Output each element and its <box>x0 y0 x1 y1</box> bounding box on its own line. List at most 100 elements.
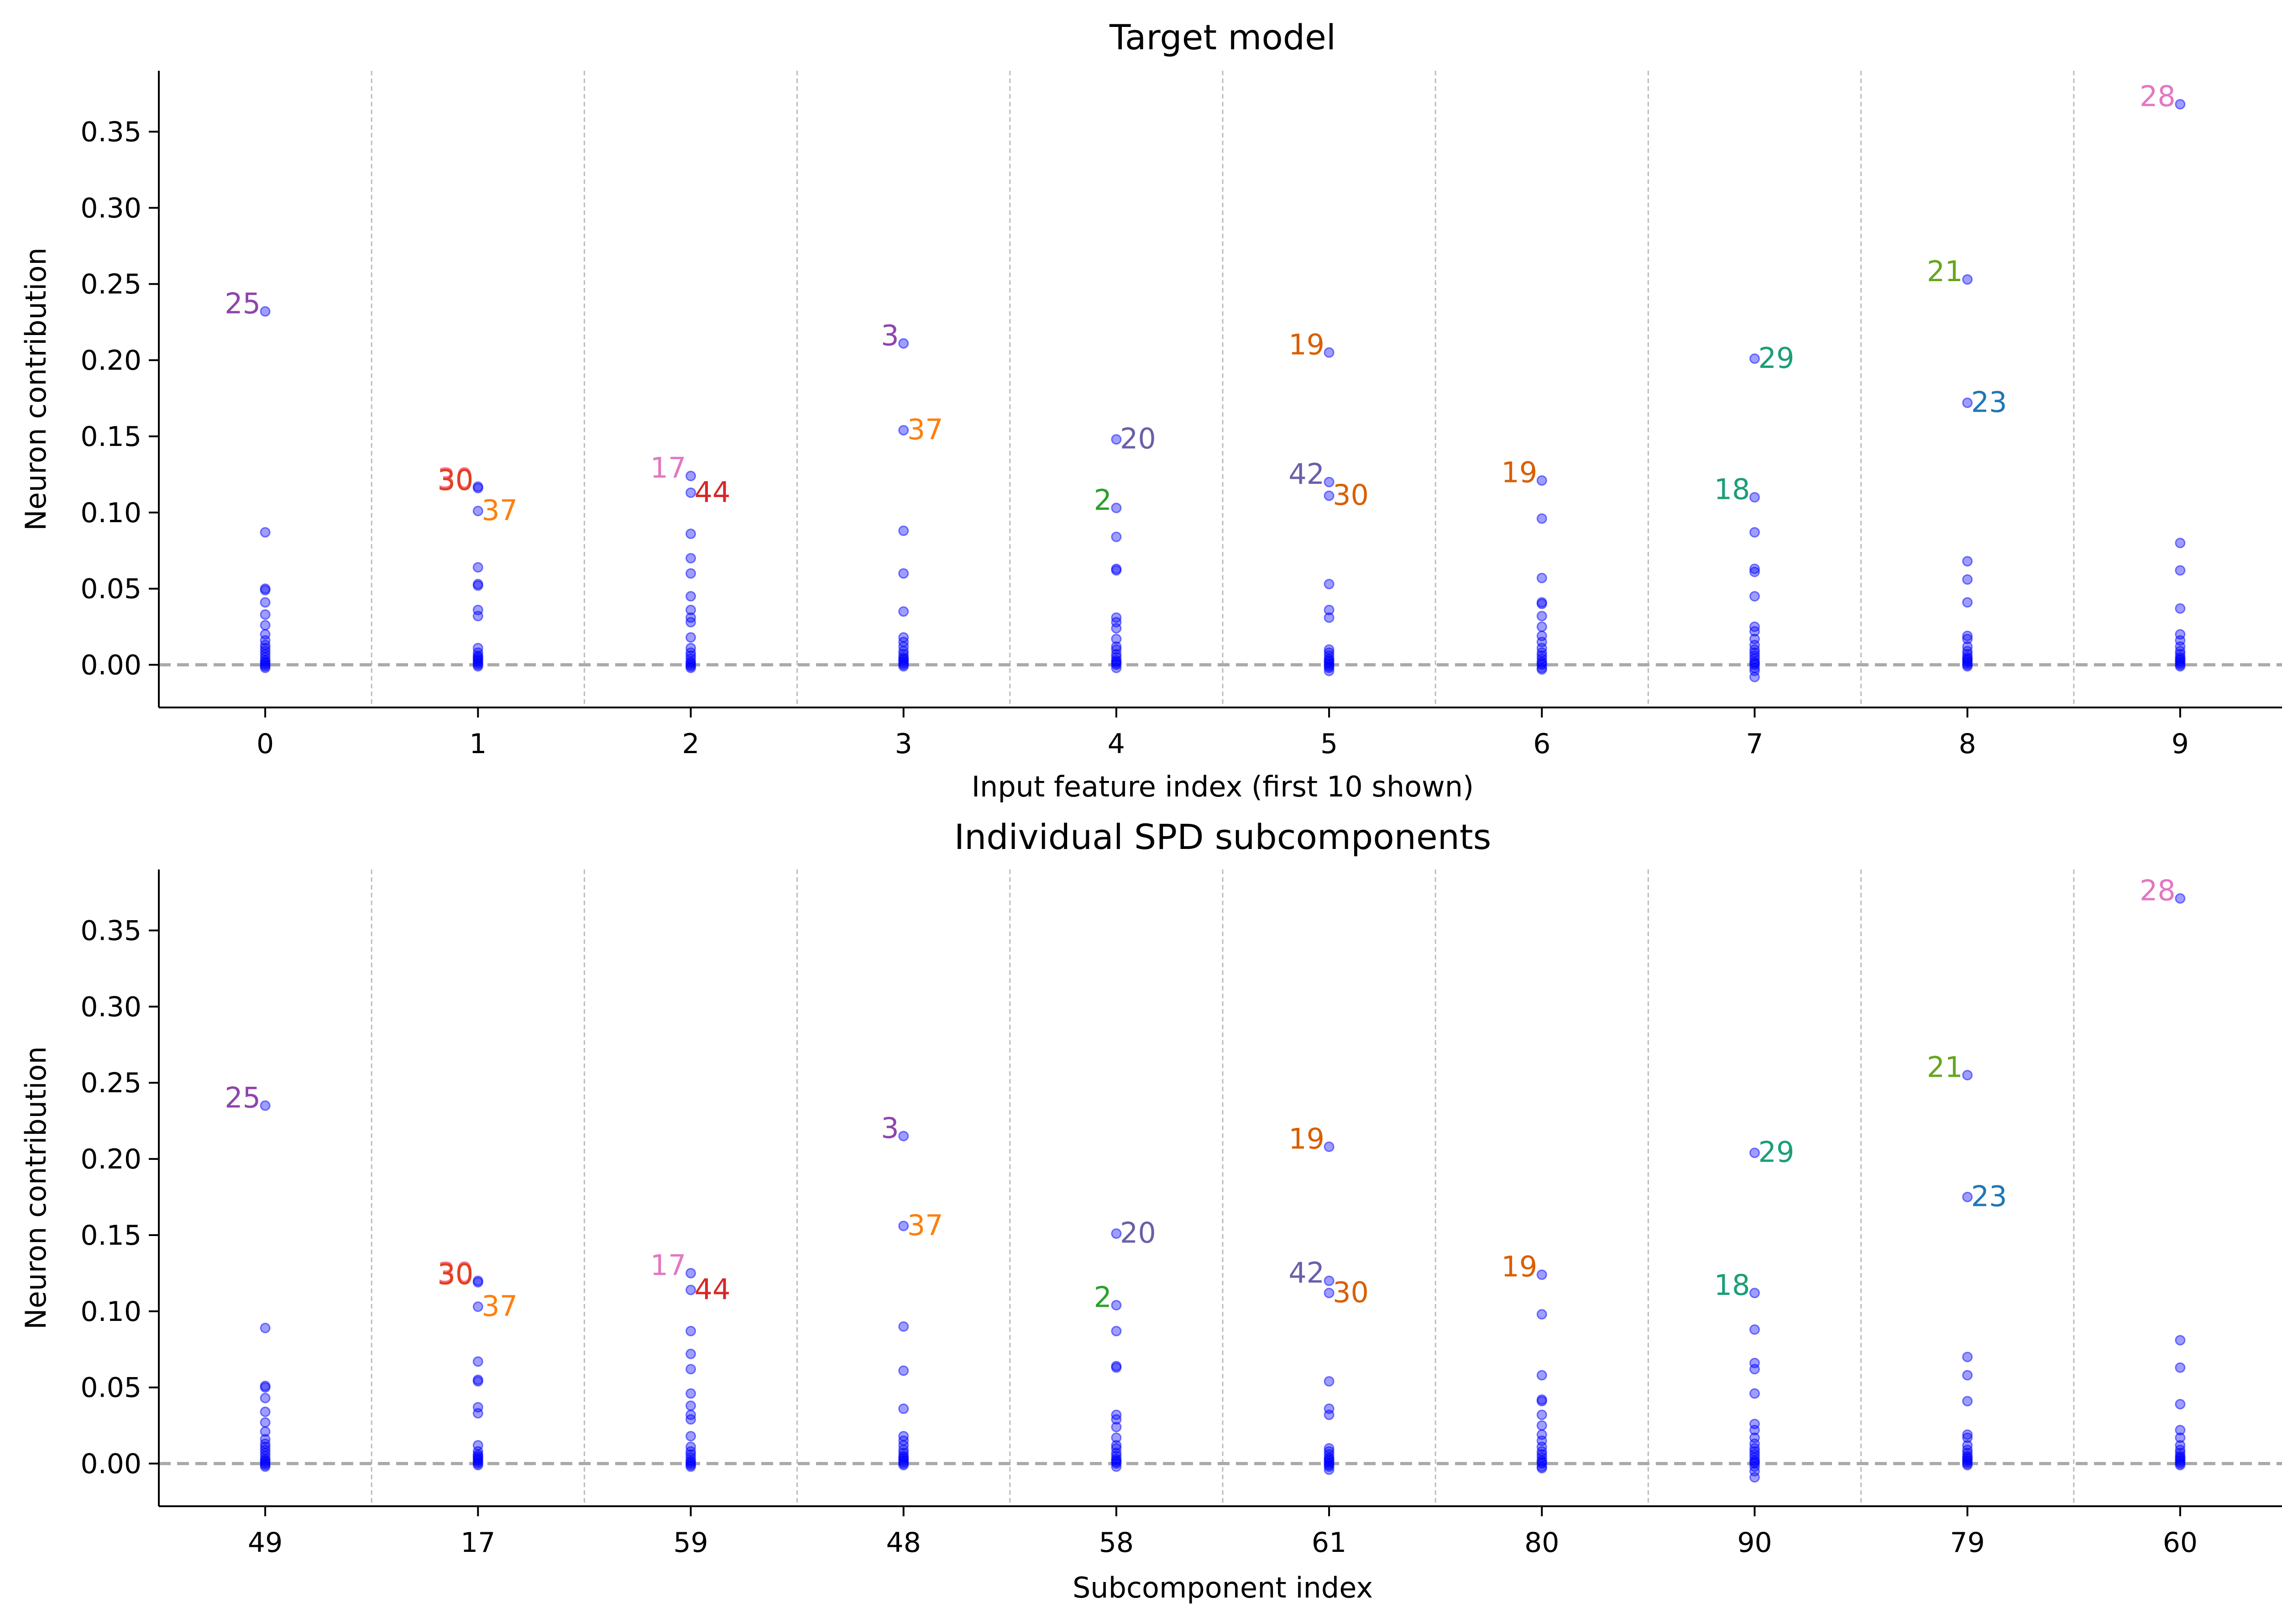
data-point <box>472 611 483 622</box>
x-axis-label: Subcomponent index <box>1073 1571 1373 1604</box>
target-model-panel: Target model 0.00 0.05 0.10 0.15 0.20 0.25 0.30… <box>19 17 2282 803</box>
chart-title: Target model <box>1109 17 1336 58</box>
data-point <box>1111 434 1122 445</box>
data-point <box>1536 1396 1547 1407</box>
data-point <box>1324 612 1335 623</box>
data-point <box>1962 1460 1973 1471</box>
data-point <box>1324 1288 1335 1299</box>
data-point <box>1749 1388 1760 1399</box>
data-point <box>2175 1399 2186 1409</box>
point-annotation: 37 <box>482 1289 518 1323</box>
point-annotation: 30 <box>1333 1276 1369 1309</box>
point-annotation: 42 <box>1288 457 1324 491</box>
data-point <box>260 1426 271 1437</box>
data-point <box>1536 1370 1547 1381</box>
data-point <box>898 525 909 536</box>
x-tick-label: 1 <box>469 728 487 760</box>
x-tick-label: 17 <box>461 1527 495 1559</box>
data-point <box>898 606 909 617</box>
data-point <box>686 662 696 673</box>
data-point <box>686 632 696 643</box>
point-annotation: 30 <box>437 462 473 495</box>
data-point <box>1111 531 1122 542</box>
y-tick-label: 0.20 <box>80 1143 141 1175</box>
point-annotation: 17 <box>650 1248 686 1282</box>
data-point <box>1962 274 1973 285</box>
point-annotation: 2 <box>1094 1280 1111 1314</box>
data-point <box>898 1460 909 1471</box>
data-point <box>1536 1463 1547 1474</box>
data-point <box>260 1100 271 1111</box>
data-point <box>1536 1309 1547 1320</box>
data-point <box>260 1417 271 1428</box>
data-point <box>686 1325 696 1336</box>
x-tick-label: 80 <box>1524 1527 1559 1559</box>
data-point <box>1962 1352 1973 1362</box>
data-point <box>1111 1362 1122 1373</box>
point-annotation: 18 <box>1714 1268 1750 1302</box>
point-annotation: 30 <box>437 463 473 497</box>
data-point <box>260 1323 271 1334</box>
data-point <box>472 1277 483 1288</box>
point-annotation: 28 <box>2140 874 2176 907</box>
data-point <box>898 661 909 672</box>
x-tick-label: 5 <box>1320 728 1338 760</box>
point-annotation: 30 <box>437 1256 473 1289</box>
data-point <box>1962 634 1973 644</box>
data-point <box>1536 621 1547 632</box>
data-point <box>2175 1460 2186 1471</box>
data-point <box>898 425 909 436</box>
data-point <box>260 1406 271 1417</box>
y-tick-label: 0.35 <box>80 915 141 947</box>
point-annotation: 42 <box>1288 1256 1324 1289</box>
data-point <box>1324 604 1335 615</box>
y-tick-label: 0.35 <box>80 116 141 148</box>
point-annotation: 19 <box>1501 456 1537 489</box>
data-point <box>898 1131 909 1142</box>
data-point <box>1111 623 1122 634</box>
y-axis-label: Neuron contribution <box>19 1046 52 1330</box>
data-point <box>1749 1364 1760 1375</box>
data-point <box>1749 353 1760 364</box>
data-point <box>686 1284 696 1295</box>
data-point <box>1111 1299 1122 1310</box>
point-annotation: 25 <box>225 1081 261 1114</box>
data-point <box>1111 1440 1122 1451</box>
data-point <box>686 1414 696 1425</box>
data-point <box>1962 398 1973 409</box>
data-point <box>686 1461 696 1472</box>
data-point <box>1962 556 1973 567</box>
point-annotation: 17 <box>650 451 686 485</box>
data-point <box>686 591 696 602</box>
data-point <box>472 1356 483 1367</box>
spd-subcomponents-panel: Individual SPD subcomponents 0.00 0.05 0.10… <box>19 817 2282 1604</box>
data-point <box>686 529 696 540</box>
x-tick-label: 9 <box>2172 728 2189 760</box>
y-tick-label: 0.30 <box>80 192 141 224</box>
data-point <box>1749 1324 1760 1335</box>
point-annotation: 3 <box>881 319 899 352</box>
data-point <box>260 609 271 620</box>
point-annotation: 25 <box>225 287 261 320</box>
data-point <box>2175 538 2186 549</box>
point-annotation: 23 <box>1971 1180 2007 1213</box>
data-point <box>260 1393 271 1404</box>
point-annotation: 37 <box>482 493 518 527</box>
y-tick-label: 0.30 <box>80 991 141 1023</box>
data-point <box>686 1364 696 1375</box>
data-point <box>1111 1421 1122 1432</box>
data-point <box>472 482 483 493</box>
data-point <box>1749 492 1760 503</box>
point-annotation: 19 <box>1288 328 1324 361</box>
data-point <box>1111 503 1122 513</box>
data-point <box>1749 591 1760 602</box>
data-point <box>686 1388 696 1399</box>
data-point <box>1749 626 1760 637</box>
data-point <box>686 1268 696 1278</box>
y-tick-label: 0.25 <box>80 268 141 300</box>
data-point <box>260 662 271 673</box>
point-annotation: 21 <box>1927 1051 1963 1084</box>
x-tick-label: 3 <box>895 728 912 760</box>
data-point <box>1324 477 1335 487</box>
